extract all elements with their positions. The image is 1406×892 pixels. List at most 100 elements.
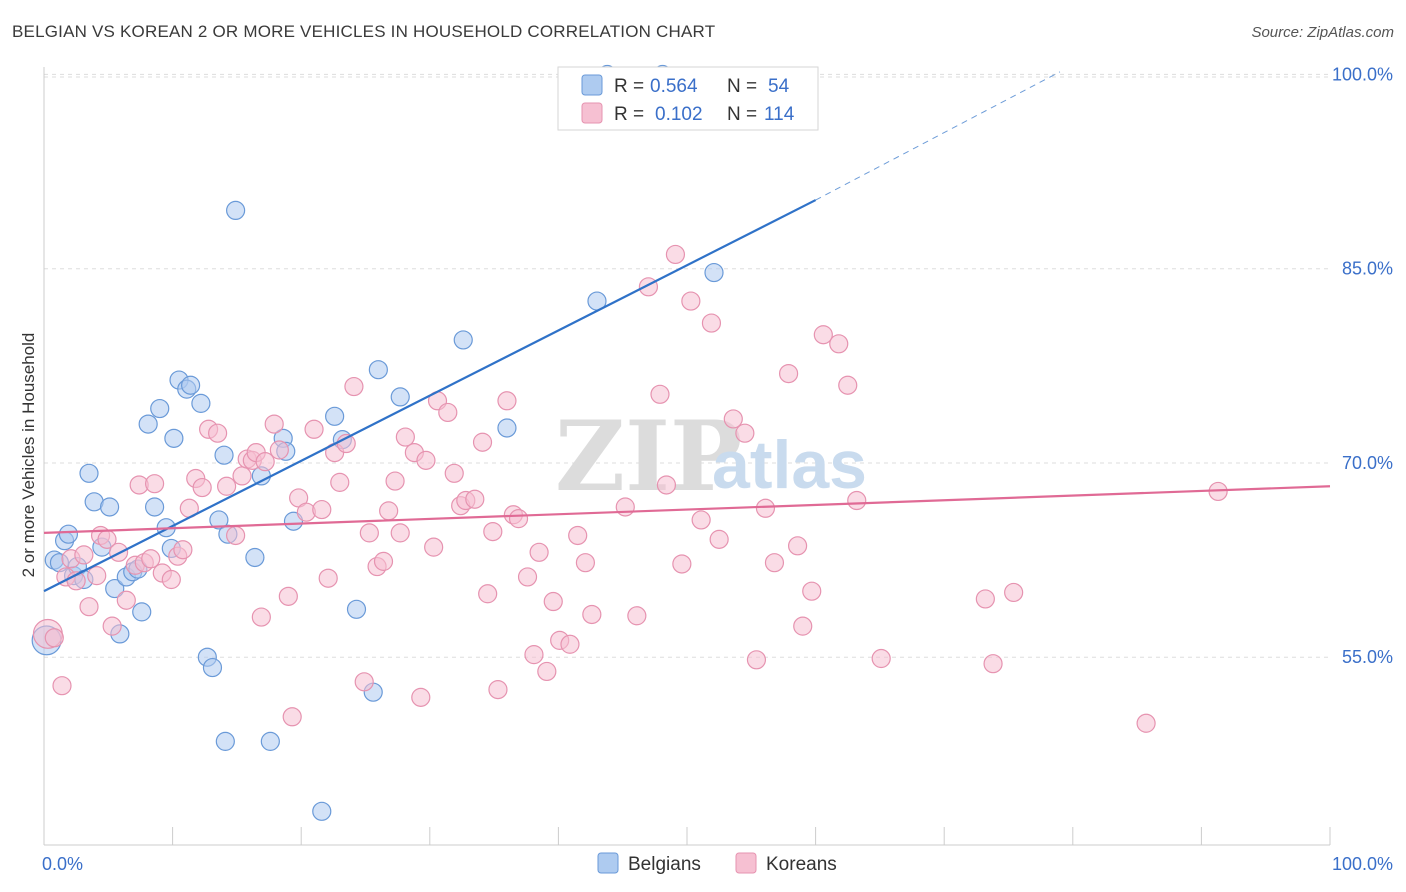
korean-point-59	[416, 450, 436, 470]
korean-point-81	[568, 525, 588, 546]
belgian-point-8	[79, 463, 99, 483]
korean-point-71	[497, 391, 517, 411]
bottom-legend-swatch-belgians	[597, 852, 619, 874]
trend-layer	[43, 71, 1331, 593]
chart-title: BELGIAN VS KOREAN 2 OR MORE VEHICLES IN …	[12, 22, 716, 41]
korean-point-62	[438, 402, 458, 423]
korean-point-54	[385, 471, 405, 491]
x-tick-label-1: 100.0%	[1332, 854, 1393, 874]
korean-point-29	[226, 525, 246, 546]
legend-swatch-koreans	[581, 102, 603, 124]
y-tick-label-3: 100.0%	[1332, 64, 1393, 84]
korean-point-20	[161, 569, 181, 590]
korean-trend-line	[43, 485, 1331, 534]
korean-point-104	[813, 325, 833, 345]
belgian-point-44	[346, 599, 367, 619]
korean-point-27	[208, 423, 228, 443]
belgian-point-19	[144, 497, 165, 517]
korean-point-2	[52, 676, 72, 696]
korean-point-48	[344, 376, 364, 397]
belgian-point-27	[191, 393, 211, 413]
legend-r-value-belgians: 0.564	[650, 76, 698, 97]
korean-point-8	[87, 566, 107, 586]
belgian-point-4	[58, 524, 79, 544]
korean-point-93	[701, 313, 722, 333]
korean-point-52	[373, 551, 394, 571]
korean-point-112	[1136, 713, 1156, 733]
korean-point-78	[543, 591, 563, 612]
korean-point-84	[615, 497, 635, 517]
bottom-legend-label-belgians: Belgians	[628, 854, 701, 875]
korean-point-89	[665, 244, 686, 265]
belgian-point-11	[99, 497, 120, 517]
korean-point-75	[524, 645, 544, 665]
korean-point-28	[217, 476, 237, 496]
korean-point-6	[74, 545, 94, 565]
korean-point-56	[395, 427, 415, 447]
korean-point-34	[251, 607, 271, 627]
korean-point-100	[778, 363, 799, 384]
korean-point-7	[79, 597, 99, 617]
korean-point-37	[269, 440, 289, 460]
belgian-point-26	[181, 375, 201, 395]
korean-point-87	[650, 384, 670, 404]
korean-point-63	[444, 463, 464, 483]
belgian-point-42	[325, 406, 345, 426]
y-axis-title: 2 or more Vehicles in Household	[19, 333, 38, 578]
belgian-point-29	[202, 657, 223, 678]
belgian-point-12	[105, 578, 125, 599]
belgian-point-47	[390, 387, 410, 407]
watermark-zip: ZIP	[555, 400, 742, 513]
korean-point-60	[424, 537, 444, 557]
belgian-point-18	[138, 414, 158, 434]
legend-r-label-belgians: R =	[614, 76, 644, 97]
y-tick-label-1: 70.0%	[1342, 453, 1393, 473]
korean-point-67	[472, 432, 493, 452]
korean-point-1	[44, 628, 64, 648]
bottom-legend: Belgians Koreans	[597, 852, 837, 875]
bottom-legend-swatch-koreans	[735, 852, 757, 874]
belgian-point-41	[312, 801, 332, 821]
korean-point-25	[192, 477, 212, 498]
korean-point-43	[312, 499, 332, 520]
korean-point-46	[330, 472, 350, 492]
y-tick-label-0: 55.0%	[1342, 647, 1393, 667]
korean-point-76	[529, 542, 549, 562]
belgian-point-20	[150, 398, 170, 419]
legend-r-value-koreans: 0.102	[655, 104, 703, 125]
belgian-point-49	[497, 418, 517, 438]
chart-source: Source: ZipAtlas.com	[1251, 24, 1394, 41]
legend-swatch-belgians	[581, 74, 603, 96]
legend-n-value-koreans: 114	[764, 104, 795, 125]
korean-point-99	[764, 553, 785, 573]
bottom-legend-label-koreans: Koreans	[766, 854, 837, 875]
legend-n-label-belgians: N =	[727, 76, 757, 97]
korean-point-74	[517, 567, 538, 587]
legend-n-label-koreans: N =	[727, 104, 757, 125]
korean-point-58	[411, 687, 431, 707]
korean-point-85	[627, 606, 647, 626]
belgian-trend-line	[43, 199, 817, 593]
belgian-point-32	[215, 731, 235, 751]
legend-r-label-koreans: R =	[614, 104, 644, 125]
korean-point-44	[318, 568, 338, 588]
korean-point-68	[478, 584, 498, 604]
belgian-trend-extension	[815, 71, 1061, 201]
korean-point-18	[144, 474, 165, 494]
korean-point-22	[173, 540, 193, 560]
korean-point-90	[672, 554, 692, 574]
watermark: ZIP atlas	[555, 400, 867, 513]
korean-point-80	[560, 634, 580, 654]
korean-point-38	[278, 586, 298, 606]
belgian-point-30	[209, 510, 229, 530]
belgian-point-23	[164, 428, 184, 448]
korean-point-42	[304, 419, 324, 439]
korean-point-91	[681, 291, 701, 311]
belgian-point-48	[453, 330, 473, 350]
korean-point-95	[723, 409, 743, 429]
belgian-point-37	[260, 731, 280, 751]
korean-point-105	[829, 334, 849, 354]
korean-point-30	[232, 466, 252, 486]
belgian-point-46	[368, 360, 388, 380]
